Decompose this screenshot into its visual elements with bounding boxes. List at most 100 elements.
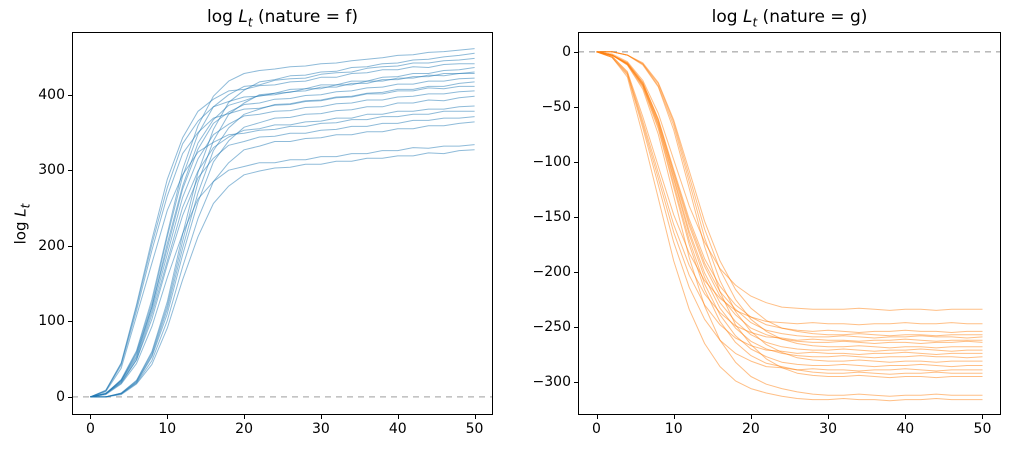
y-tick-mark (68, 245, 72, 247)
x-tick-mark (982, 415, 984, 419)
x-tick-mark (167, 415, 169, 419)
x-tick-label: 20 (741, 421, 760, 437)
axes-spines (578, 32, 1001, 415)
x-tick-label: 30 (311, 421, 330, 437)
y-tick-label: 0 (56, 388, 65, 405)
x-tick-label: 10 (664, 421, 683, 437)
trajectory-line (596, 51, 983, 397)
x-tick-label: 10 (158, 421, 177, 437)
x-tick-mark (596, 415, 598, 419)
trajectory-line (90, 149, 475, 398)
x-tick-mark (750, 415, 752, 419)
trajectory-line (596, 51, 983, 379)
trajectory-line (90, 116, 475, 398)
trajectory-line (90, 85, 475, 398)
y-tick-label: −150 (532, 208, 571, 225)
trajectory-line (90, 52, 475, 398)
trajectory-line (596, 51, 983, 311)
y-tick-mark (574, 216, 578, 218)
x-tick-label: 0 (592, 421, 601, 437)
y-tick-label: −200 (532, 263, 571, 280)
trajectory-line (596, 51, 983, 363)
x-tick-mark (474, 415, 476, 419)
title-log-text: log (207, 7, 239, 27)
right-plot-area (578, 32, 1001, 415)
trajectory-line (596, 51, 983, 326)
trajectory-line (596, 51, 983, 333)
trajectory-line (90, 95, 475, 398)
axes-spines (72, 32, 493, 415)
title-log-text: log (711, 7, 743, 27)
right-plot-canvas (578, 32, 1001, 415)
trajectory-line (90, 105, 475, 398)
trajectory-line (596, 51, 983, 402)
trajectory-line (596, 51, 983, 355)
title-subscript: t (752, 15, 758, 30)
trajectory-line (596, 51, 983, 344)
y-tick-label: −100 (532, 153, 571, 170)
x-tick-mark (905, 415, 907, 419)
x-tick-label: 50 (465, 421, 484, 437)
x-tick-label: 20 (235, 421, 253, 437)
x-tick-mark (828, 415, 830, 419)
y-tick-mark (68, 321, 72, 323)
x-tick-label: 40 (388, 421, 407, 437)
x-tick-mark (397, 415, 399, 419)
left-plot-canvas (72, 32, 493, 415)
x-tick-mark (320, 415, 322, 419)
y-tick-label: 200 (38, 237, 65, 254)
y-tick-label: 100 (38, 313, 65, 330)
y-tick-label: 300 (38, 162, 65, 179)
trajectory-line (596, 51, 983, 352)
trajectory-line (90, 63, 475, 398)
y-tick-mark (68, 170, 72, 172)
title-rest: (nature = g) (757, 7, 868, 27)
left-plot-area (72, 32, 493, 415)
trajectory-line (596, 51, 983, 372)
ylabel-symbol: L (11, 208, 30, 217)
y-tick-label: −50 (541, 98, 571, 115)
trajectory-line (90, 81, 475, 398)
y-tick-mark (68, 94, 72, 96)
y-tick-mark (574, 271, 578, 273)
trajectory-line (90, 110, 475, 398)
x-tick-label: 0 (85, 421, 95, 437)
trajectory-line (596, 51, 983, 337)
ylabel-subscript: t (18, 203, 33, 209)
trajectory-line (90, 121, 475, 398)
trajectory-line (90, 144, 475, 398)
x-tick-label: 50 (973, 421, 992, 437)
x-tick-mark (673, 415, 675, 419)
left-plot-title: log Lt (nature = f) (72, 6, 493, 30)
title-symbol: L (742, 7, 753, 27)
x-tick-label: 40 (896, 421, 915, 437)
y-tick-mark (574, 381, 578, 383)
y-tick-mark (574, 51, 578, 53)
x-tick-mark (244, 415, 246, 419)
trajectory-line (90, 77, 475, 398)
trajectory-line (596, 51, 983, 359)
title-symbol: L (238, 7, 248, 27)
y-tick-mark (574, 161, 578, 163)
y-tick-label: 400 (38, 86, 65, 103)
y-tick-label: −250 (532, 318, 571, 335)
trajectory-line (90, 48, 475, 398)
y-tick-mark (574, 326, 578, 328)
trajectory-line (596, 51, 983, 349)
y-tick-label: 0 (562, 43, 571, 60)
y-tick-mark (574, 106, 578, 108)
trajectory-line (596, 51, 983, 375)
right-plot-title: log Lt (nature = g) (578, 6, 1001, 30)
trajectory-line (596, 51, 983, 368)
y-tick-label: −300 (532, 373, 571, 390)
y-tick-mark (68, 396, 72, 398)
x-tick-label: 30 (819, 421, 838, 437)
title-rest: (nature = f) (252, 7, 358, 27)
title-subscript: t (247, 15, 253, 30)
trajectory-line (90, 67, 475, 398)
trajectory-line (90, 90, 475, 398)
trajectory-line (596, 51, 983, 342)
trajectory-line (90, 57, 475, 398)
trajectory-line (596, 51, 983, 339)
